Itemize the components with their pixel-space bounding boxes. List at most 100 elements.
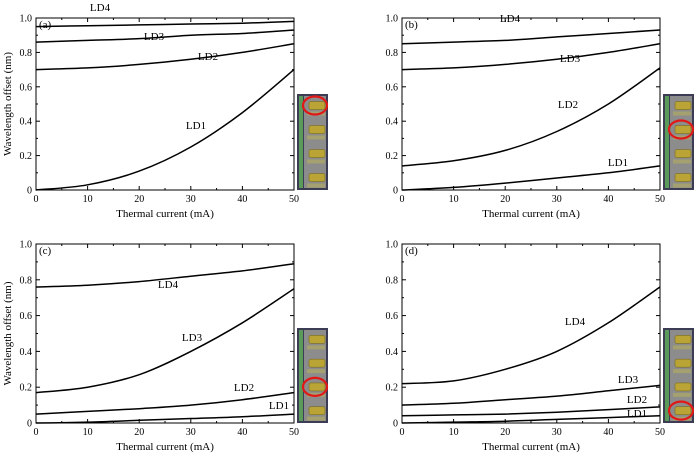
laser-pad [674, 382, 692, 392]
x-tick-label: 50 [289, 427, 299, 438]
x-tick-label: 0 [400, 194, 405, 205]
chip-body [670, 96, 692, 188]
series-label-ld1: LD1 [186, 120, 206, 132]
x-tick-label: 10 [83, 427, 93, 438]
x-tick-label: 20 [134, 194, 144, 205]
series-line-ld3 [35, 288, 295, 394]
series-label-ld2: LD2 [627, 394, 647, 406]
panel-label: (d) [405, 245, 418, 257]
heater-strip [307, 345, 325, 350]
x-tick-label: 30 [186, 194, 196, 205]
laser-chip-image [663, 94, 695, 190]
series-line-ld3 [401, 384, 661, 406]
laser-pad [674, 173, 692, 182]
chart-panel: 0 10 20 30 40 50 0 0.2 0.4 0.6 0.8 1.0 Thermal curre… [386, 13, 695, 220]
panel-label: (b) [405, 19, 418, 31]
laser-chip-image [663, 328, 695, 423]
x-tick-label: 40 [237, 427, 247, 438]
series-line-ld1 [401, 415, 661, 424]
series-label-ld2: LD2 [558, 99, 578, 111]
heater-strip [307, 135, 325, 140]
laser-pad [308, 335, 326, 344]
series-label-ld4: LD4 [500, 13, 521, 25]
y-axis-label: Wavelength offset (nm) [2, 281, 14, 385]
chip-waveguide [299, 96, 303, 188]
x-tick-label: 30 [186, 427, 196, 438]
y-tick-label: 1.0 [20, 240, 33, 251]
y-tick-label: 0 [27, 419, 32, 430]
series-line-ld4 [35, 20, 295, 28]
laser-pad [308, 358, 326, 368]
x-tick-label: 20 [500, 427, 510, 438]
x-axis-label: Thermal current (mA) [116, 208, 214, 220]
highlight-circle [301, 376, 329, 397]
heater-strip [307, 183, 325, 188]
laser-pad [308, 406, 326, 415]
x-tick-label: 20 [134, 427, 144, 438]
chart-panel: 0 10 20 30 40 50 0 0.2 0.4 0.6 0.8 1.0 Thermal curre… [2, 240, 329, 453]
series-line-ld4 [401, 286, 661, 385]
chip-body [670, 330, 692, 421]
heater-strip [307, 369, 325, 374]
laser-pad [308, 173, 326, 182]
x-tick-label: 30 [552, 427, 562, 438]
x-axis-label: Thermal current (mA) [482, 208, 580, 220]
y-tick-label: 0.6 [20, 82, 33, 93]
laser-pad [308, 125, 326, 134]
chip-waveguide [665, 96, 669, 188]
series-line-ld2 [35, 43, 295, 71]
x-axis-label: Thermal current (mA) [116, 441, 214, 453]
highlight-circle [667, 400, 695, 421]
highlight-circle [667, 119, 695, 140]
series-label-ld2: LD2 [234, 382, 254, 394]
x-tick-label: 0 [400, 427, 405, 438]
plot-frame [35, 243, 295, 424]
highlight-circle [301, 95, 329, 116]
series-line-ld3 [401, 43, 661, 71]
laser-pad [674, 149, 692, 158]
x-tick-label: 50 [655, 427, 665, 438]
y-tick-label: 0.8 [20, 275, 33, 286]
series-label-ld3: LD3 [560, 53, 581, 65]
x-tick-label: 50 [655, 194, 665, 205]
laser-pad [674, 335, 692, 344]
series-line-ld3 [35, 29, 295, 43]
y-tick-label: 0.8 [386, 48, 399, 59]
series-line-ld2 [401, 67, 661, 167]
y-tick-label: 0.6 [386, 82, 399, 93]
y-tick-label: 1.0 [386, 14, 399, 25]
heater-strip [673, 392, 691, 397]
heater-strip [673, 369, 691, 374]
chip-body [304, 330, 326, 421]
y-tick-label: 1.0 [386, 240, 399, 251]
panel-label: (c) [39, 245, 52, 257]
heater-strip [673, 111, 691, 116]
series-label-ld1: LD1 [627, 408, 647, 420]
y-tick-label: 0 [393, 419, 398, 430]
plot-frame [401, 243, 661, 424]
y-tick-label: 0.2 [386, 383, 399, 394]
series-line-ld1 [401, 165, 661, 191]
series-line-ld1 [35, 413, 295, 424]
heater-strip [673, 345, 691, 350]
y-tick-label: 0 [393, 186, 398, 197]
series-line-ld2 [35, 391, 295, 415]
y-tick-label: 0.2 [20, 151, 33, 162]
y-tick-label: 0.2 [386, 151, 399, 162]
x-axis-label: Thermal current (mA) [482, 441, 580, 453]
chart-panel: 0 10 20 30 40 50 0 0.2 0.4 0.6 0.8 1.0 Thermal curre… [386, 240, 695, 453]
laser-pad [308, 101, 326, 110]
laser-pad [674, 101, 692, 110]
laser-pad [674, 358, 692, 368]
x-tick-label: 10 [83, 194, 93, 205]
y-tick-label: 0.2 [20, 383, 33, 394]
x-tick-label: 0 [34, 194, 39, 205]
x-tick-label: 40 [603, 194, 613, 205]
y-axis-label: Wavelength offset (nm) [2, 52, 14, 156]
series-label-ld2: LD2 [198, 51, 218, 63]
y-tick-label: 0.4 [20, 117, 33, 128]
x-tick-label: 10 [449, 194, 459, 205]
series-label-ld1: LD1 [269, 400, 289, 412]
series-label-ld3: LD3 [144, 31, 165, 43]
